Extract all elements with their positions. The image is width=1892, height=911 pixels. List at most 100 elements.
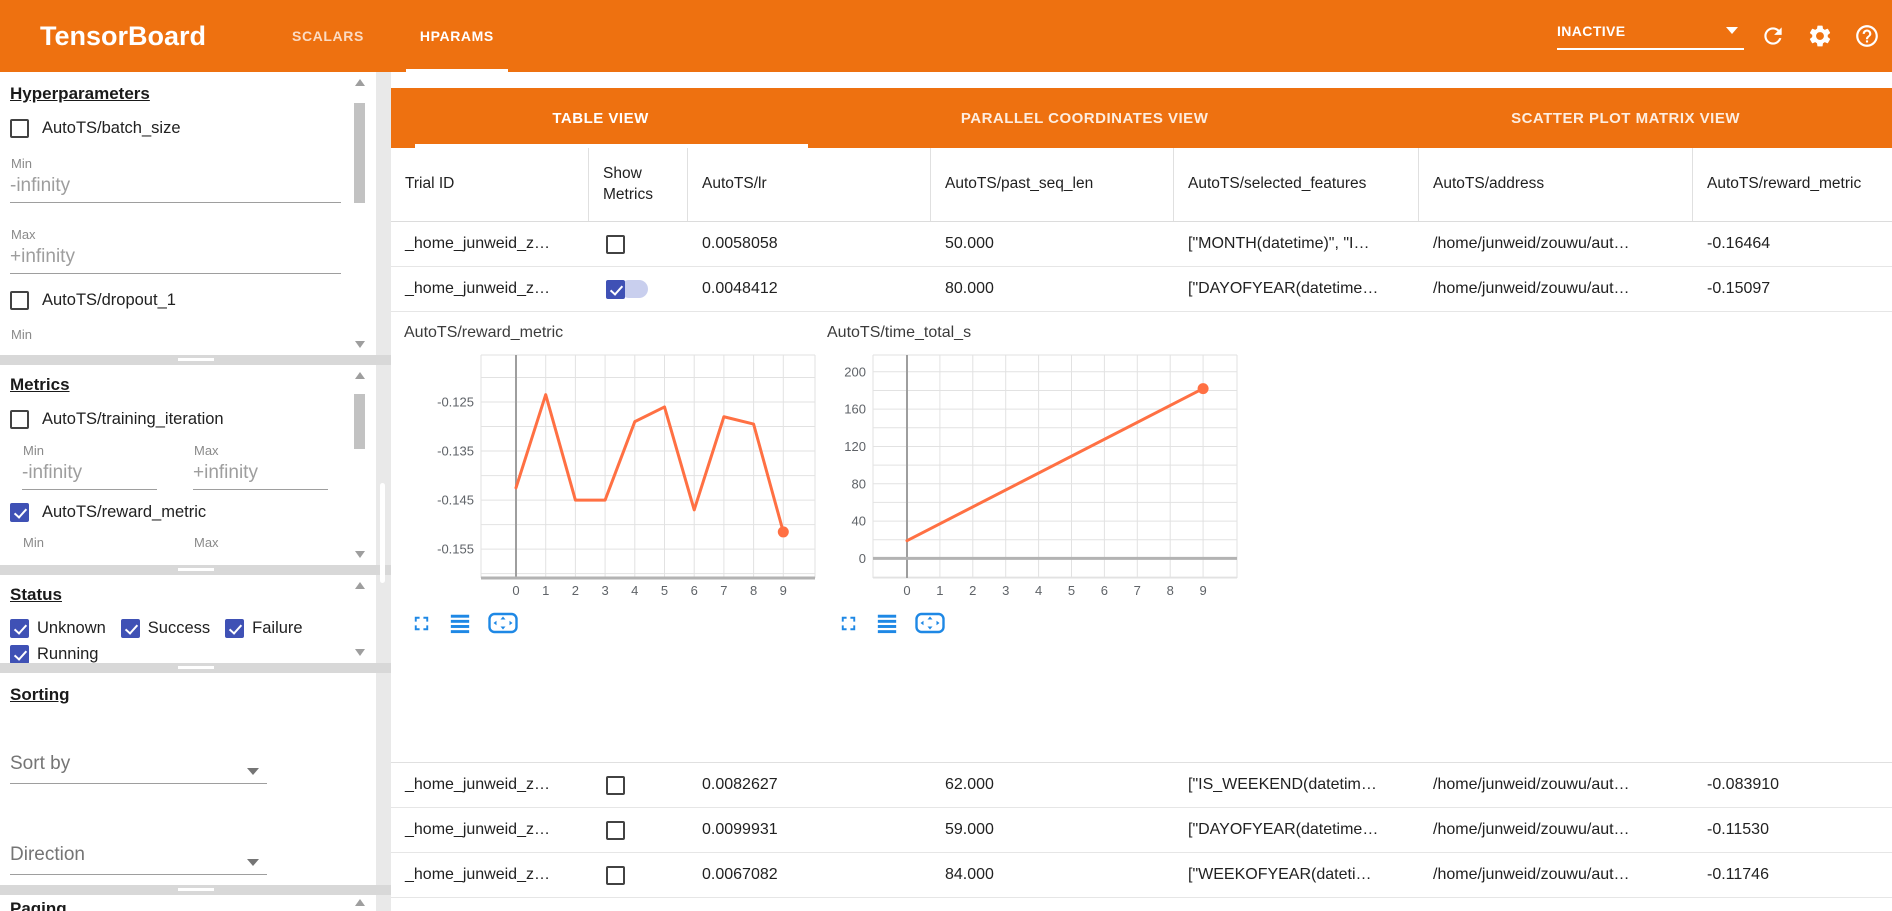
status-label: Success xyxy=(147,619,211,637)
tab-scatter-plot-matrix-view[interactable]: SCATTER PLOT MATRIX VIEW xyxy=(1511,109,1740,127)
panel-resize-handle[interactable] xyxy=(0,663,391,673)
metrics-heading: Metrics xyxy=(10,375,70,394)
scroll-up-icon[interactable] xyxy=(355,899,365,906)
status-checkbox-success[interactable] xyxy=(120,619,140,638)
scroll-down-icon[interactable] xyxy=(355,341,365,348)
tab-scalars[interactable]: SCALARS xyxy=(292,28,364,44)
selected-features-cell: ["IS_WEEKEND(datetim… xyxy=(1188,776,1377,793)
main-scrollbar-thumb[interactable] xyxy=(380,483,385,583)
metric-checkbox-training-iteration[interactable] xyxy=(10,410,29,429)
col-header-lr: AutoTS/lr xyxy=(688,148,931,221)
trial-id-cell: _home_junweid_z… xyxy=(405,866,550,883)
show-metrics-checkbox[interactable] xyxy=(606,865,625,885)
status-checkbox-unknown[interactable] xyxy=(10,619,29,638)
svg-text:8: 8 xyxy=(750,583,757,598)
scroll-up-icon[interactable] xyxy=(355,79,365,86)
col-header-past-seq-len: AutoTS/past_seq_len xyxy=(931,148,1174,221)
time-total-line-chart[interactable]: 200 160 120 80 40 0 0 1 2 3 4 5 6 7 8 9 xyxy=(815,348,1255,600)
col-header-show-metrics: Show Metrics xyxy=(589,148,688,221)
max-input[interactable]: +infinity xyxy=(10,246,341,274)
status-heading: Status xyxy=(10,585,62,604)
scroll-down-icon[interactable] xyxy=(355,649,365,656)
status-label: Failure xyxy=(252,619,303,637)
svg-text:-0.125: -0.125 xyxy=(437,395,474,410)
max-input[interactable]: +infinity xyxy=(193,462,328,490)
refresh-button[interactable] xyxy=(1760,23,1786,49)
view-tabs: TABLE VIEW PARALLEL COORDINATES VIEW SCA… xyxy=(391,88,1892,148)
svg-text:2: 2 xyxy=(572,583,579,598)
status-checkbox-running[interactable] xyxy=(10,645,29,663)
direction-dropdown[interactable]: Direction xyxy=(10,844,267,875)
panel-resize-handle[interactable] xyxy=(0,565,391,575)
sort-by-dropdown[interactable]: Sort by xyxy=(10,753,267,784)
table-row: _home_junweid_z… 0.0082627 62.000 ["IS_W… xyxy=(391,763,1892,808)
metrics-panel: Metrics AutoTS/training_iteration Min Ma… xyxy=(0,365,376,565)
min-input[interactable]: -infinity xyxy=(22,462,157,490)
scrollbar-thumb[interactable] xyxy=(354,103,365,203)
list-lines-icon[interactable] xyxy=(448,612,472,634)
svg-text:80: 80 xyxy=(852,476,866,491)
hparam-item-batch-size: AutoTS/batch_size xyxy=(10,119,376,138)
min-label: Min xyxy=(23,535,44,550)
status-panel: Status Unknown Success Failure Running xyxy=(0,575,376,663)
top-toolbar: TensorBoard SCALARS HPARAMS INACTIVE xyxy=(0,0,1892,72)
address-cell: /home/junweid/zouwu/aut… xyxy=(1433,821,1630,838)
help-button[interactable] xyxy=(1854,23,1880,49)
run-status-label: INACTIVE xyxy=(1557,22,1626,39)
reward-metric-line-chart[interactable]: -0.125 -0.135 -0.145 -0.155 0 1 2 3 4 5 6 7 8 9 xyxy=(401,348,841,600)
fullscreen-icon[interactable] xyxy=(837,612,860,635)
tab-parallel-coordinates-view[interactable]: PARALLEL COORDINATES VIEW xyxy=(960,109,1209,127)
paging-heading: Paging xyxy=(10,899,67,911)
svg-text:2: 2 xyxy=(969,583,976,598)
show-metrics-checkbox[interactable] xyxy=(606,775,625,795)
metric-checkbox-reward-metric[interactable] xyxy=(10,503,29,522)
tab-table-view[interactable]: TABLE VIEW xyxy=(391,88,810,148)
svg-text:-0.145: -0.145 xyxy=(437,493,474,508)
app-title: TensorBoard xyxy=(40,20,207,51)
hparam-checkbox-batch-size[interactable] xyxy=(10,119,29,138)
scroll-up-icon[interactable] xyxy=(355,582,365,589)
table-body-bottom: _home_junweid_z… 0.0082627 62.000 ["IS_W… xyxy=(391,763,1892,898)
panel-resize-handle[interactable] xyxy=(0,355,391,365)
panel-resize-handle[interactable] xyxy=(0,885,391,895)
list-lines-icon[interactable] xyxy=(875,612,899,634)
hparam-checkbox-dropout[interactable] xyxy=(10,291,29,310)
settings-button[interactable] xyxy=(1807,23,1833,49)
scroll-up-icon[interactable] xyxy=(355,372,365,379)
table-row: _home_junweid_z… 0.0048412 80.000 ["DAYO… xyxy=(391,267,1892,312)
max-label: Max xyxy=(194,535,219,550)
scroll-down-icon[interactable] xyxy=(355,551,365,558)
min-label: Min xyxy=(23,443,44,458)
checkbox-ripple xyxy=(620,280,648,298)
show-metrics-checkbox[interactable] xyxy=(606,234,625,254)
status-checkbox-failure[interactable] xyxy=(225,619,245,638)
reward-metric-cell: -0.083910 xyxy=(1707,776,1780,793)
status-item-running: Running xyxy=(10,645,98,663)
fullscreen-icon[interactable] xyxy=(410,612,433,635)
sidebar: Hyperparameters AutoTS/batch_size Min -i… xyxy=(0,72,391,911)
chart-title-reward-metric: AutoTS/reward_metric xyxy=(404,324,564,341)
svg-text:3: 3 xyxy=(1002,583,1009,598)
metrics-scrollbar xyxy=(354,372,366,558)
main-content: TABLE VIEW PARALLEL COORDINATES VIEW SCA… xyxy=(391,72,1892,911)
chevron-down-icon xyxy=(247,768,259,775)
sort-by-label: Sort by xyxy=(10,753,71,774)
pan-reset-icon[interactable] xyxy=(487,610,519,636)
status-item-failure: Failure xyxy=(225,619,303,638)
hparam-label: AutoTS/batch_size xyxy=(42,119,181,137)
min-input[interactable]: -infinity xyxy=(10,175,341,203)
tab-hparams[interactable]: HPARAMS xyxy=(392,0,522,72)
pan-reset-icon[interactable] xyxy=(914,610,946,636)
run-status-dropdown[interactable]: INACTIVE xyxy=(1557,23,1744,50)
svg-text:120: 120 xyxy=(844,439,866,454)
lr-cell: 0.0048412 xyxy=(702,280,778,297)
status-item-unknown: Unknown xyxy=(10,619,106,638)
show-metrics-checkbox[interactable] xyxy=(606,820,625,840)
table-row: _home_junweid_z… 0.0099931 59.000 ["DAYO… xyxy=(391,808,1892,853)
show-metrics-checkbox[interactable] xyxy=(606,279,625,299)
max-label: Max xyxy=(11,227,36,242)
help-icon xyxy=(1856,25,1878,47)
scrollbar-thumb[interactable] xyxy=(354,394,365,449)
past-seq-len-cell: 50.000 xyxy=(945,235,994,252)
